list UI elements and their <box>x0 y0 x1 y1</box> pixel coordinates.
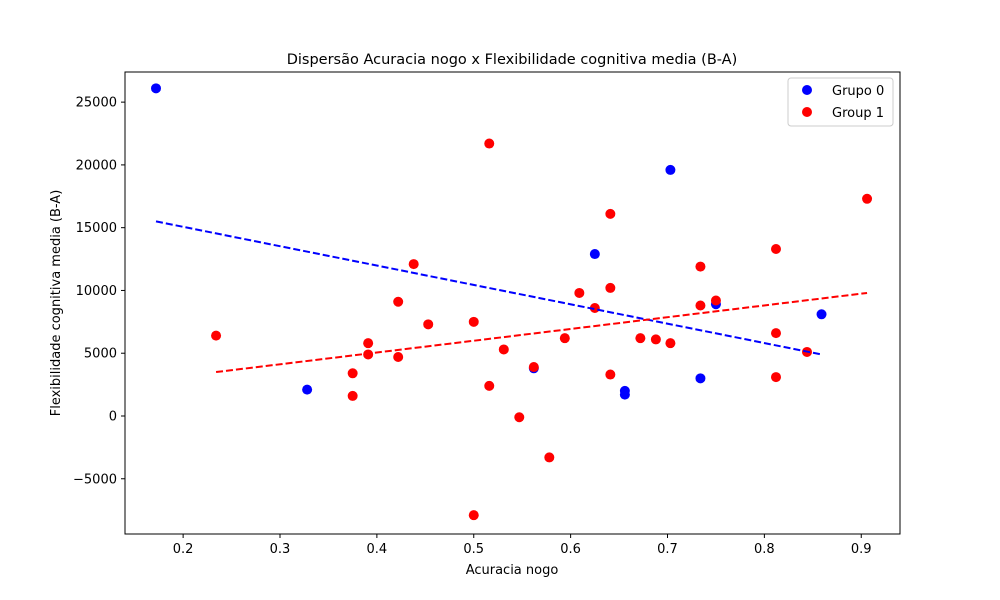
data-point <box>514 412 525 423</box>
chart-title: Dispersão Acuracia nogo x Flexibilidade … <box>287 52 738 68</box>
data-point <box>771 372 781 383</box>
y-tick-label: 5000 <box>84 347 117 362</box>
x-tick-label: 0.7 <box>657 542 678 557</box>
trend-line-series-0 <box>155 220 822 356</box>
data-point <box>695 300 706 311</box>
data-point <box>423 319 434 330</box>
data-point <box>544 452 555 463</box>
data-point <box>816 309 827 320</box>
data-point <box>468 510 479 521</box>
data-point <box>211 330 222 341</box>
x-tick-label: 0.2 <box>173 542 194 557</box>
data-point <box>619 389 630 400</box>
y-tick-label: 10000 <box>76 284 117 299</box>
legend-marker-group-1 <box>802 107 812 117</box>
x-axis-label: Acuracia nogo <box>466 563 559 578</box>
x-tick-label: 0.9 <box>851 542 872 557</box>
data-point <box>650 334 661 345</box>
data-point <box>393 351 404 362</box>
plot-frame <box>124 71 901 535</box>
data-point <box>484 138 495 149</box>
series-layer <box>151 83 873 521</box>
data-point <box>393 296 404 307</box>
y-tick-label: 15000 <box>76 221 117 236</box>
legend-label-group-1: Group 1 <box>832 106 884 121</box>
y-tick-label: 25000 <box>76 96 117 111</box>
x-tick-label: 0.6 <box>560 542 581 557</box>
data-point <box>574 287 585 298</box>
series-1 <box>211 138 873 521</box>
y-tick-label: −5000 <box>73 472 117 487</box>
data-point <box>484 380 495 391</box>
data-point <box>695 261 706 272</box>
data-point <box>589 249 600 260</box>
data-point <box>151 83 161 94</box>
x-tick-label: 0.8 <box>754 542 775 557</box>
data-point <box>408 259 419 270</box>
data-point <box>468 316 479 327</box>
data-point <box>665 338 676 349</box>
trend-line-series-1 <box>215 291 868 374</box>
data-point <box>605 282 616 293</box>
data-point <box>605 208 616 219</box>
y-tick-label: 0 <box>109 409 117 424</box>
x-tick-label: 0.3 <box>270 542 291 557</box>
plot-area <box>125 72 900 534</box>
data-point <box>771 244 781 255</box>
legend-box <box>787 77 894 127</box>
data-point <box>528 362 539 373</box>
data-point <box>695 373 706 384</box>
y-axis-ticks: −5000 0 5000 10000 15000 20000 25000 <box>73 96 125 487</box>
y-tick-label: 20000 <box>76 158 117 173</box>
data-point <box>363 338 374 349</box>
data-point <box>665 164 676 175</box>
legend-marker-grupo-0 <box>802 85 812 95</box>
data-point <box>498 344 509 355</box>
data-point <box>302 384 313 395</box>
y-axis-label: Flexibilidade cognitiva media (B-A) <box>49 190 64 417</box>
data-point <box>635 333 646 344</box>
data-point <box>559 333 570 344</box>
data-point <box>347 368 358 379</box>
data-point <box>347 390 358 401</box>
legend-label-grupo-0: Grupo 0 <box>832 84 884 99</box>
data-point <box>605 369 616 380</box>
legend: Grupo 0 Group 1 <box>787 77 894 127</box>
data-point <box>771 328 781 339</box>
data-point <box>862 193 873 204</box>
x-tick-label: 0.5 <box>463 542 484 557</box>
x-axis-ticks: 0.2 0.3 0.4 0.5 0.6 0.7 0.8 0.9 <box>173 534 872 557</box>
data-point <box>710 295 721 306</box>
x-tick-label: 0.4 <box>367 542 388 557</box>
